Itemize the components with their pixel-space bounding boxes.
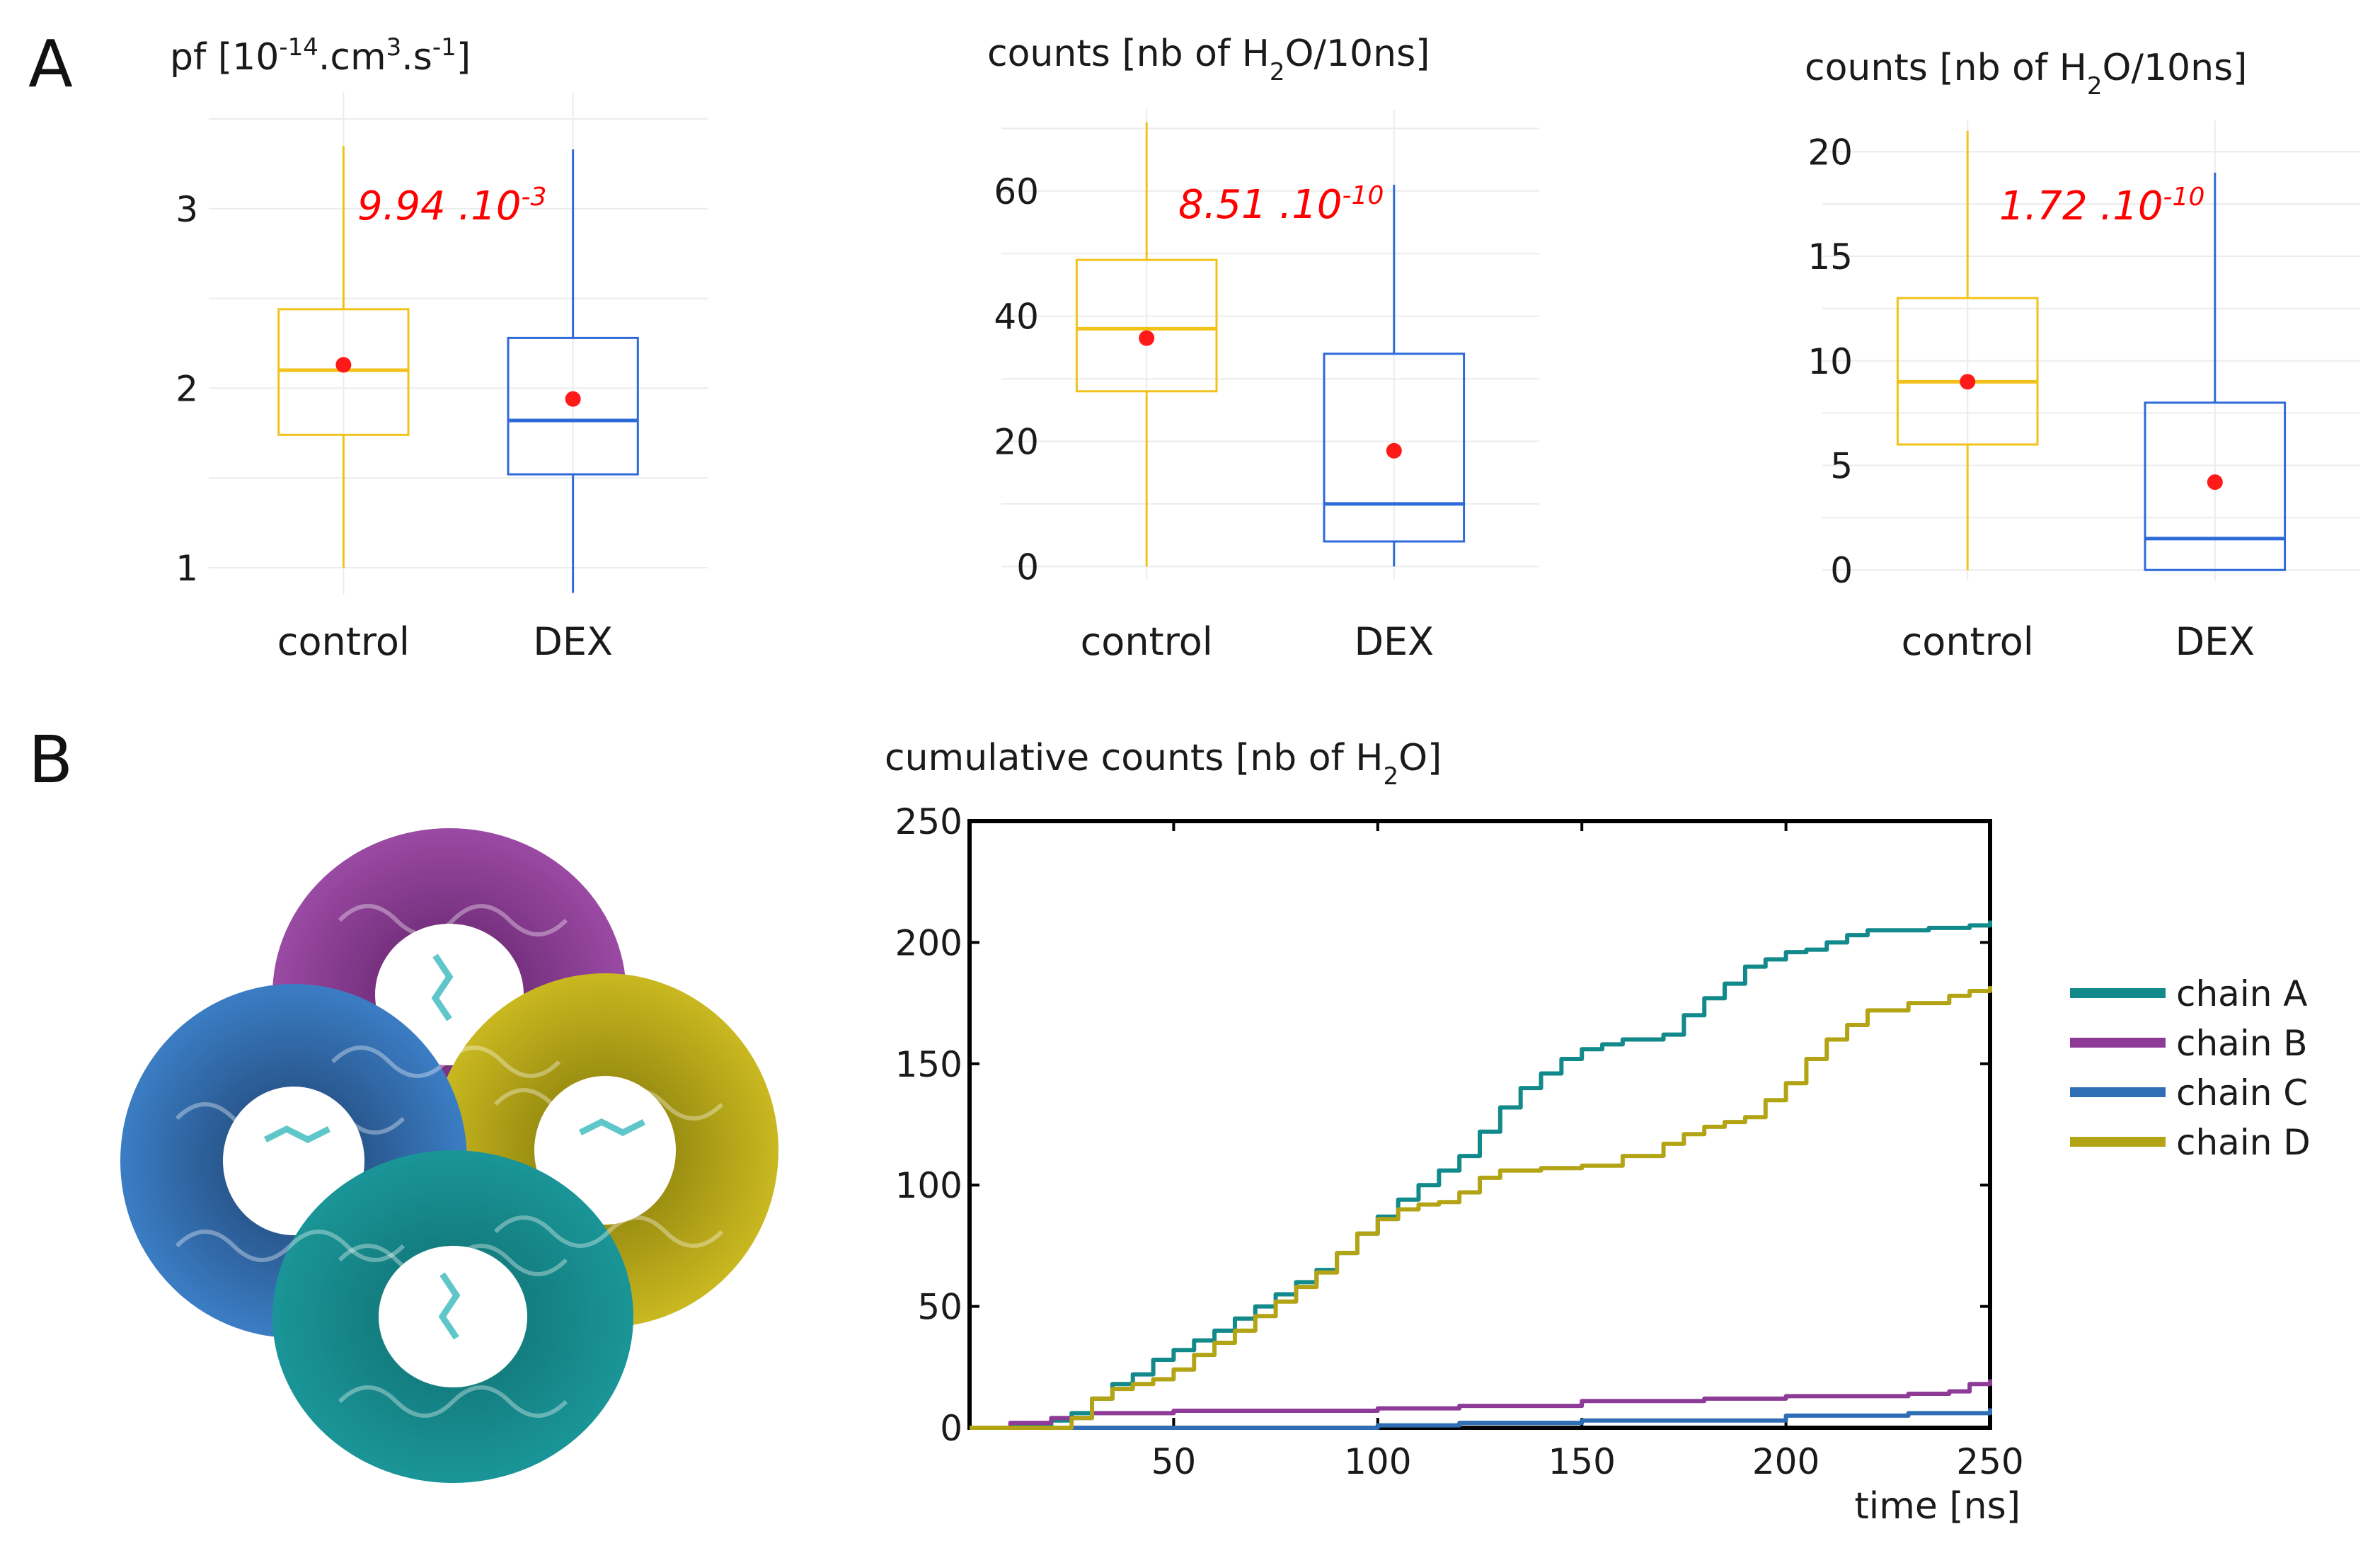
legend-label: chain B [2176,1023,2308,1064]
p-value-annotation: 8.51 .10-10 [1178,181,1384,229]
panel-letter-b: B [28,722,73,798]
box-dex [2144,401,2287,571]
category-label: DEX [2175,619,2255,664]
category-label: DEX [533,619,613,664]
y-tick-label: 100 [895,1165,962,1206]
boxplot-counts-2: 0 5 10 15 20 control DEX counts [nb of H2O/10ns… [1805,47,2360,664]
series-line-chain-b [970,1379,1992,1430]
category-label: control [1081,619,1213,664]
legend-label: chain A [2176,973,2308,1014]
y-tick-label: 3 [176,189,198,230]
axis-title: counts [nb of H2O/10ns] [987,33,1430,86]
y-tick-label: 200 [895,922,962,963]
x-tick-label: 150 [1548,1441,1615,1482]
p-value-annotation: 1.72 .10-10 [1999,183,2204,230]
boxplot-pf: 1 2 3 control DEX pf [10-14.cm3.s-1] 9.94 .10-… [170,33,708,664]
axis-title: pf [10-14.cm3.s-1] [170,33,471,79]
x-tick-label: 200 [1752,1441,1820,1482]
y-tick-label: 1 [176,548,198,589]
y-tick-label: 150 [895,1044,962,1085]
helix-texture [175,904,724,1418]
series-line-chain-c [970,1408,1992,1430]
y-tick-label: 0 [1016,546,1039,588]
x-tick-label: 250 [1956,1441,2023,1482]
y-tick-label: 60 [994,171,1039,212]
dexamethasone-ligands [263,953,646,1340]
plot-frame [967,819,1992,1430]
y-tick-label: 40 [994,297,1039,338]
x-tick-label: 50 [1151,1441,1197,1482]
box-control [1075,258,1218,393]
mean-point [1960,374,1976,390]
mean-point [2207,474,2223,491]
box-dex [507,336,639,476]
category-label: DEX [1354,619,1434,664]
p-value-annotation: 9.94 .10-3 [357,183,546,230]
box-control [1896,297,2039,446]
y-tick-label: 0 [940,1408,962,1449]
mean-point [1139,330,1155,346]
chart-title: cumulative counts [nb of H2O] [885,737,1442,791]
y-tick-label: 20 [994,422,1039,463]
category-label: control [277,619,410,664]
panel-letter-a: A [28,26,73,102]
cumulative-counts-line-chart: 0 50 100 150 200 250 50 100 150 200 250 cumulative … [885,737,2311,1528]
box-control [277,308,410,436]
y-tick-label: 20 [1807,132,1853,173]
protein-structure-illustration [120,828,778,1483]
series-line-chain-d [970,986,1992,1430]
mean-point [1386,442,1402,459]
x-tick-label: 100 [1344,1441,1411,1482]
legend-label: chain D [2176,1122,2311,1163]
chain-a-subunit [272,1150,633,1483]
y-tick-label: 10 [1807,341,1853,382]
series-line-chain-a [970,920,1992,1430]
mean-point [335,357,352,373]
y-tick-label: 5 [1830,446,1853,487]
category-label: control [1902,619,2034,664]
y-tick-label: 15 [1807,236,1853,277]
legend-label: chain C [2176,1072,2308,1113]
x-axis-label: time [ns] [1854,1485,2020,1528]
mean-point [565,391,581,407]
box-dex [1323,353,1466,543]
y-tick-label: 250 [895,801,962,842]
y-tick-label: 50 [917,1287,962,1328]
y-tick-label: 0 [1830,550,1853,591]
axis-title: counts [nb of H2O/10ns] [1805,47,2247,101]
boxplot-counts-1: 0 20 40 60 control DEX counts [nb of H2O/10ns]… [987,33,1539,664]
y-tick-label: 2 [176,368,198,409]
